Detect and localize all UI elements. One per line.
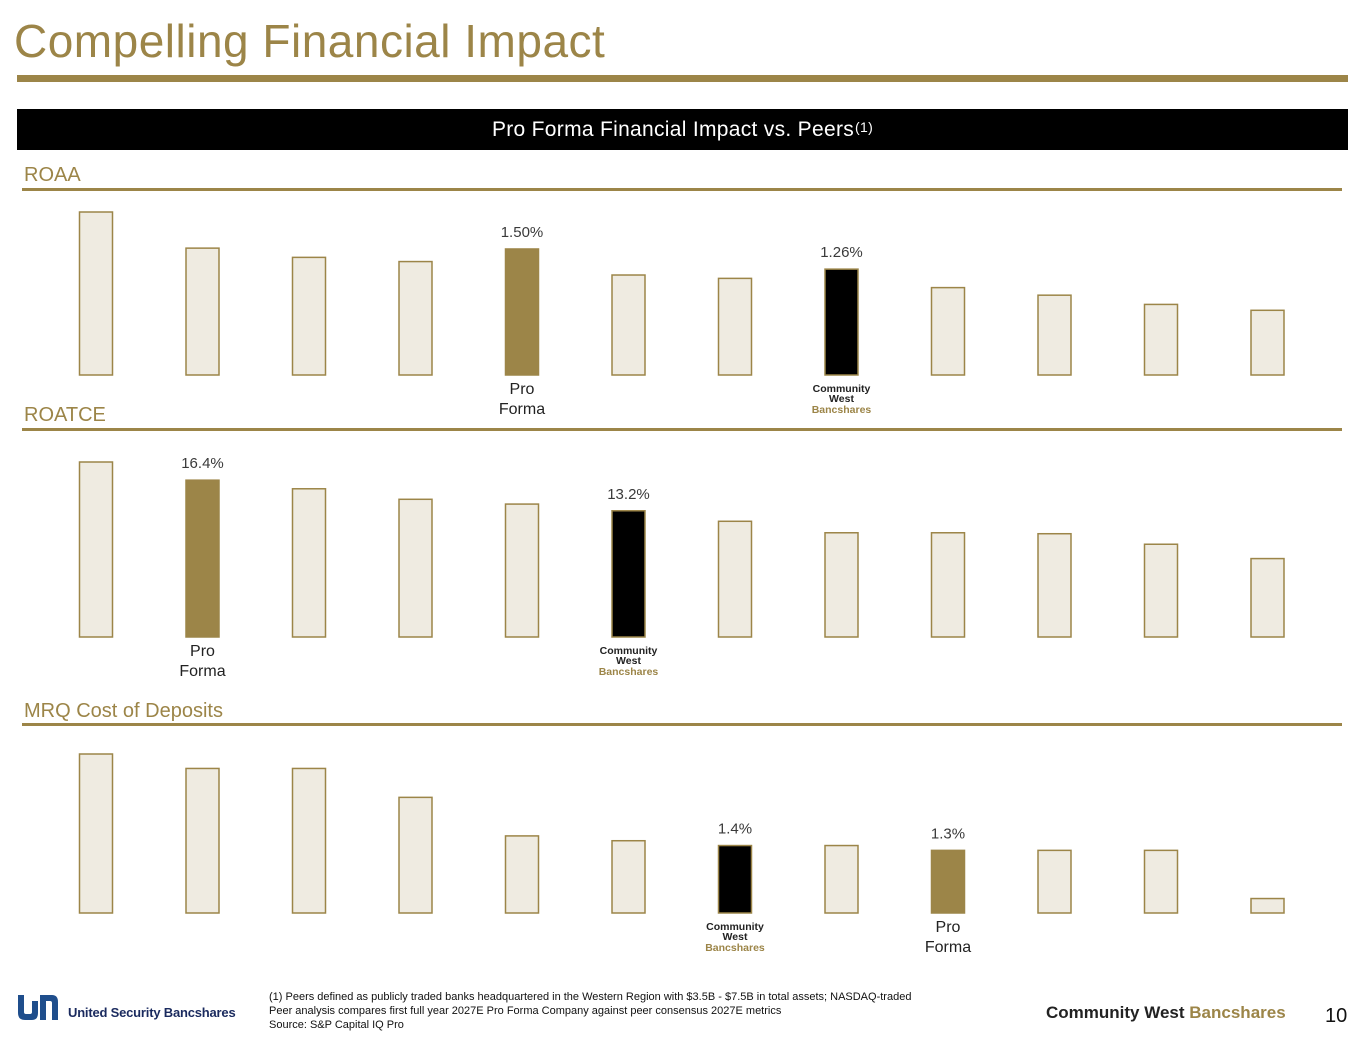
deposit-cost-bar-peer-2 — [185, 767, 220, 914]
roaa-section-divider — [22, 188, 1342, 191]
deposit-cost-bar-peer-6 — [611, 839, 646, 914]
roatce-data-label-cwb: 13.2% — [607, 486, 650, 503]
title-divider — [17, 75, 1348, 82]
deposit-cost-cwb-logo-line: Bancshares — [705, 942, 765, 954]
deposit-cost-section-title: MRQ Cost of Deposits — [24, 700, 223, 722]
roaa-bar-proforma — [504, 248, 540, 376]
deposit-cost-cwb-logo-line: West — [723, 931, 748, 943]
cwb-logo-part1: Community West — [1046, 1003, 1185, 1022]
roatce-bar-peer-5 — [504, 503, 540, 638]
roatce-cwb-logo-line: Bancshares — [599, 666, 659, 678]
roaa-bar-peer-3 — [291, 256, 327, 376]
roatce-section-divider — [22, 428, 1342, 431]
roatce-bar-peer-10 — [1037, 532, 1072, 638]
roaa-bar-peer-6 — [611, 274, 646, 376]
roatce-section-title: ROATCE — [24, 404, 106, 426]
roatce-bar-peer-1 — [78, 461, 114, 638]
footnote-source: Source: S&P Capital IQ Pro — [269, 1019, 404, 1031]
roaa-bar-peer-10 — [1037, 294, 1072, 376]
roaa-proforma-label: Forma — [499, 401, 545, 418]
roaa-bar-peer-11 — [1143, 303, 1179, 376]
roatce-bar-peer-8 — [824, 532, 859, 638]
deposit-cost-proforma-label: Pro — [936, 919, 961, 936]
roaa-bar-peer-7 — [717, 277, 753, 376]
roatce-proforma-label: Pro — [190, 643, 215, 660]
banner-footnote-ref: (1) — [855, 118, 874, 135]
deposit-cost-proforma-label: Forma — [925, 939, 971, 956]
roaa-data-label-proforma: 1.50% — [501, 224, 544, 241]
roaa-cwb-logo-line: Bancshares — [812, 404, 872, 416]
deposit-cost-bar-cwb — [717, 844, 753, 914]
deposit-cost-bar-peer-8 — [824, 844, 859, 914]
roatce-proforma-label: Forma — [179, 663, 225, 680]
roaa-proforma-label: Pro — [510, 381, 535, 398]
roaa-bar-cwb — [824, 268, 859, 376]
roatce-bar-peer-7 — [717, 520, 753, 638]
footnote-2: Peer analysis compares first full year 2… — [269, 1005, 782, 1017]
roatce-bar-peer-12 — [1250, 557, 1285, 638]
deposit-cost-bar-peer-3 — [291, 767, 327, 914]
roaa-bar-peer-9 — [930, 286, 966, 376]
footnotes: (1) Peers defined as publicly traded ban… — [269, 990, 911, 1032]
deposit-cost-cwb-logo-line: Community — [706, 921, 764, 933]
cwb-logo-part2: Bancshares — [1189, 1003, 1286, 1022]
deposit-cost-bar-peer-4 — [398, 796, 433, 914]
deposit-cost-data-label-proforma: 1.3% — [931, 825, 965, 842]
footnote-1: (1) Peers defined as publicly traded ban… — [269, 991, 912, 1003]
deposit-cost-bar-proforma — [930, 849, 966, 914]
deposit-cost-section-divider — [22, 723, 1342, 726]
community-west-logo: Community West Bancshares — [1046, 1003, 1286, 1023]
roaa-cwb-logo-line: West — [829, 393, 854, 405]
usb-mark-icon — [18, 995, 58, 1020]
roaa-bar-peer-1 — [78, 211, 114, 376]
roaa-data-label-cwb: 1.26% — [820, 244, 863, 261]
roaa-bar-peer-4 — [398, 260, 433, 376]
roatce-bar-peer-4 — [398, 498, 433, 638]
deposit-cost-bar-peer-12 — [1250, 897, 1285, 914]
deposit-cost-data-label-cwb: 1.4% — [718, 821, 752, 838]
roatce-data-label-proforma: 16.4% — [181, 455, 224, 472]
page-title: Compelling Financial Impact — [14, 15, 606, 67]
banner-text: Pro Forma Financial Impact vs. Peers — [491, 117, 855, 141]
deposit-cost-bar-peer-1 — [78, 753, 114, 914]
roatce-bar-proforma — [185, 479, 220, 638]
roatce-cwb-logo-line: Community — [600, 645, 658, 657]
roatce-bar-peer-11 — [1143, 543, 1179, 638]
roaa-bar-peer-12 — [1250, 309, 1285, 376]
deposit-cost-bar-peer-11 — [1143, 849, 1179, 914]
roatce-cwb-logo-line: West — [616, 655, 641, 667]
roaa-bar-peer-2 — [185, 247, 220, 376]
roatce-bar-peer-3 — [291, 488, 327, 638]
chart-banner: Pro Forma Financial Impact vs. Peers (1) — [17, 109, 1348, 150]
roatce-bar-cwb — [611, 510, 646, 638]
usb-logo-text: United Security Bancshares — [68, 1004, 236, 1020]
roaa-section-title: ROAA — [24, 164, 81, 186]
page-number: 10 — [1325, 1005, 1348, 1027]
deposit-cost-bar-peer-10 — [1037, 849, 1072, 914]
united-security-logo: United Security Bancshares — [16, 993, 236, 1023]
roatce-bar-peer-9 — [930, 532, 966, 638]
deposit-cost-bar-peer-5 — [504, 835, 540, 914]
roaa-cwb-logo-line: Community — [813, 383, 871, 395]
